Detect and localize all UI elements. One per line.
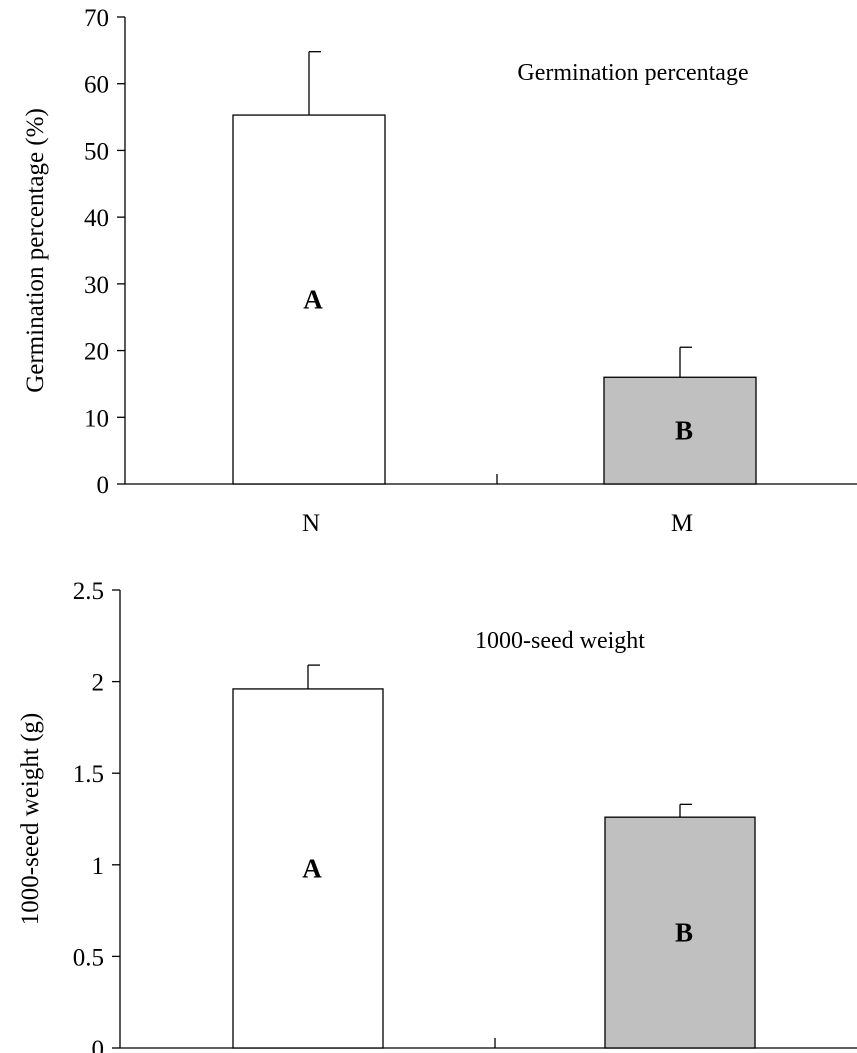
bar <box>603 376 757 485</box>
y-tick-label: 10 <box>84 405 109 432</box>
bar <box>232 688 384 1049</box>
chart-annotation: Germination percentage <box>517 60 748 86</box>
y-tick-label: 60 <box>84 72 109 99</box>
significance-letter: A <box>302 853 322 883</box>
y-tick-label: 1.5 <box>73 761 104 788</box>
y-tick-label: 2.5 <box>73 578 104 605</box>
x-tick-label: N <box>302 510 320 537</box>
y-tick-label: 1 <box>92 853 105 880</box>
y-tick-label: 0 <box>92 1036 105 1053</box>
y-tick-label: 2 <box>92 670 105 697</box>
bar <box>232 114 386 485</box>
significance-letter: A <box>303 285 323 315</box>
y-axis-label: Germination percentage (%) <box>22 108 49 393</box>
y-tick-label: 70 <box>84 5 109 32</box>
y-tick-label: 30 <box>84 272 109 299</box>
y-tick-label: 50 <box>84 138 109 165</box>
y-axis-label: 1000-seed weight (g) <box>17 713 44 925</box>
x-tick-label: M <box>671 510 693 537</box>
y-tick-label: 40 <box>84 205 109 232</box>
y-tick-label: 20 <box>84 339 109 366</box>
bar <box>604 816 756 1049</box>
y-tick-label: 0.5 <box>73 944 104 971</box>
significance-letter: B <box>675 416 693 446</box>
significance-letter: B <box>675 918 693 948</box>
chart-annotation: 1000-seed weight <box>475 628 645 654</box>
y-tick-label: 0 <box>97 472 110 499</box>
